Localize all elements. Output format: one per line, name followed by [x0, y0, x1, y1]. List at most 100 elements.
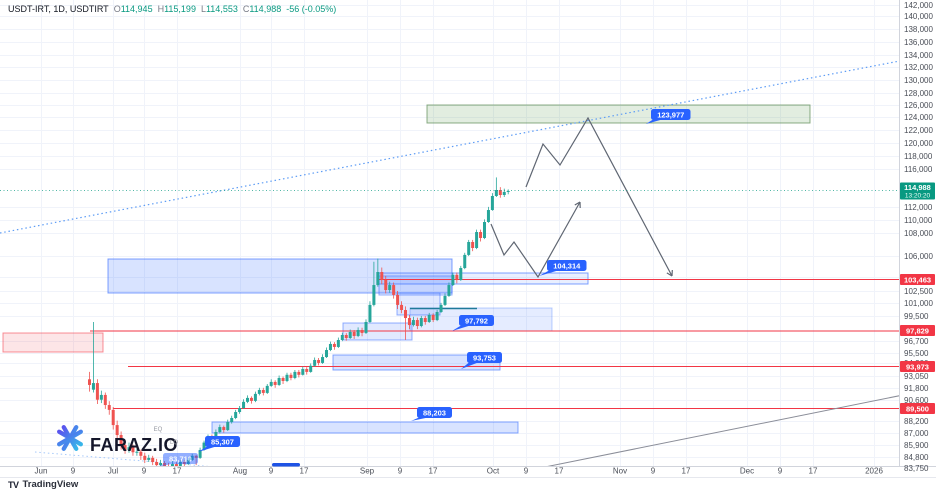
svg-text:17: 17: [809, 467, 818, 476]
svg-text:123,977: 123,977: [657, 110, 684, 119]
rising-support-line[interactable]: [535, 394, 908, 469]
svg-text:Aug: Aug: [233, 467, 247, 476]
svg-text:97,792: 97,792: [465, 316, 488, 325]
price-callouts: 123,977 104,314 97,792 93,753 88,203 85,307 83…: [157, 109, 691, 467]
ohlc-open-label: O: [113, 4, 121, 14]
june-supply-zone[interactable]: [2, 332, 104, 353]
svg-text:Dec: Dec: [740, 467, 754, 476]
svg-text:83,750: 83,750: [904, 464, 929, 473]
callout-123,977[interactable]: 123,977: [646, 109, 691, 124]
time-axis-highlight[interactable]: [272, 463, 300, 467]
annotation-lq: LQ: [170, 440, 178, 446]
watermark-text: FARAZ.IO: [90, 435, 178, 455]
svg-text:101,000: 101,000: [904, 299, 933, 308]
price-axis-alert-label: 93,973: [900, 361, 935, 372]
price-pane[interactable]: [0, 0, 908, 469]
svg-text:90,600: 90,600: [904, 396, 929, 405]
svg-text:130,000: 130,000: [904, 76, 933, 85]
demand-box-2[interactable]: [378, 272, 589, 285]
svg-text:97,829: 97,829: [906, 327, 929, 336]
symbol-legend: USDT-IRT, 1D, USDTIRT O114,945 H115,199 L11…: [8, 4, 336, 14]
drawing-zones: [2, 104, 811, 434]
wave-projection[interactable]: [525, 116, 673, 277]
svg-text:120,000: 120,000: [904, 139, 933, 148]
time-axis[interactable]: Jun 9 Jul 9 17 Aug 9 17 Sep 9 17 Oct 9 17 Nov 9 17 Dec 9 17…: [35, 463, 884, 476]
change-value: -56 (-0.05%): [286, 4, 337, 14]
svg-text:17: 17: [300, 467, 309, 476]
svg-text:88,200: 88,200: [904, 417, 929, 426]
svg-text:99,500: 99,500: [904, 312, 929, 321]
svg-text:Jun: Jun: [35, 467, 48, 476]
faraz-logo-icon: [57, 429, 83, 447]
svg-text:116,000: 116,000: [904, 165, 933, 174]
demand-box-7[interactable]: [211, 421, 519, 434]
svg-text:136,000: 136,000: [904, 38, 933, 47]
bar-countdown: 13:20:20: [905, 193, 931, 200]
price-axis[interactable]: 142,000 140,000 138,000 136,000 134,000 132,0…: [900, 1, 935, 473]
horizontal-price-lines: [90, 279, 899, 409]
ohlc-low-label: L: [200, 4, 206, 14]
faraz-watermark: FARAZ.IO: [55, 423, 178, 455]
svg-text:140,000: 140,000: [904, 12, 933, 21]
svg-text:106,000: 106,000: [904, 252, 933, 261]
svg-text:95,500: 95,500: [904, 349, 929, 358]
svg-text:132,000: 132,000: [904, 63, 933, 72]
svg-text:Oct: Oct: [487, 467, 500, 476]
svg-text:112,000: 112,000: [904, 203, 933, 212]
svg-text:88,203: 88,203: [423, 408, 446, 417]
svg-text:83,710: 83,710: [169, 454, 192, 463]
price-axis-alert-label: 103,463: [900, 274, 935, 285]
demand-box-1[interactable]: [378, 275, 453, 296]
ohlc-close-label: C: [242, 4, 250, 14]
svg-text:134,000: 134,000: [904, 51, 933, 60]
callout-85,307[interactable]: 85,307: [198, 436, 240, 452]
tradingview-attribution[interactable]: TV TradingView: [8, 479, 78, 490]
callout-97,792[interactable]: 97,792: [452, 315, 494, 331]
annotation-eq: EQ: [154, 427, 163, 433]
callout-104,314[interactable]: 104,314: [539, 260, 587, 276]
svg-text:9: 9: [651, 467, 656, 476]
svg-text:9: 9: [398, 467, 403, 476]
target-zone[interactable]: [426, 104, 811, 124]
svg-text:9: 9: [778, 467, 783, 476]
svg-text:17: 17: [173, 467, 182, 476]
svg-text:93,753: 93,753: [473, 353, 496, 362]
svg-text:89,500: 89,500: [906, 405, 929, 414]
callout-93,753[interactable]: 93,753: [461, 352, 502, 369]
ohlc-high-value: 115,199: [164, 4, 196, 14]
tradingview-attribution-text: TradingView: [22, 479, 79, 490]
price-axis-alert-label: 97,829: [900, 325, 935, 336]
tradingview-logo-icon: TV: [8, 479, 19, 490]
svg-text:96,700: 96,700: [904, 337, 929, 346]
svg-text:87,000: 87,000: [904, 429, 929, 438]
svg-text:17: 17: [555, 467, 564, 476]
svg-text:Jul: Jul: [108, 467, 118, 476]
svg-text:84,800: 84,800: [904, 453, 929, 462]
svg-text:Sep: Sep: [360, 467, 375, 476]
svg-text:9: 9: [524, 467, 529, 476]
grid-lines: [0, 0, 899, 466]
svg-text:122,000: 122,000: [904, 126, 933, 135]
projection-paths: [490, 116, 673, 279]
svg-text:9: 9: [269, 467, 274, 476]
ohlc-close-value: 114,988: [249, 4, 282, 14]
svg-text:17: 17: [429, 467, 438, 476]
svg-text:Nov: Nov: [613, 467, 627, 476]
svg-text:9: 9: [142, 467, 147, 476]
callout-88,203[interactable]: 88,203: [411, 407, 452, 421]
svg-text:108,000: 108,000: [904, 229, 933, 238]
svg-text:103,463: 103,463: [904, 276, 931, 285]
svg-text:118,000: 118,000: [904, 152, 933, 161]
pullback-projection[interactable]: [490, 201, 581, 279]
trendlines: [0, 60, 908, 469]
svg-text:102,500: 102,500: [904, 287, 933, 296]
svg-text:9: 9: [71, 467, 76, 476]
svg-text:126,000: 126,000: [904, 101, 933, 110]
ascending-dotted-trendline[interactable]: [0, 60, 905, 234]
svg-text:93,973: 93,973: [906, 363, 929, 372]
symbol-title[interactable]: USDT-IRT, 1D, USDTIRT: [8, 4, 109, 14]
svg-text:128,000: 128,000: [904, 89, 933, 98]
